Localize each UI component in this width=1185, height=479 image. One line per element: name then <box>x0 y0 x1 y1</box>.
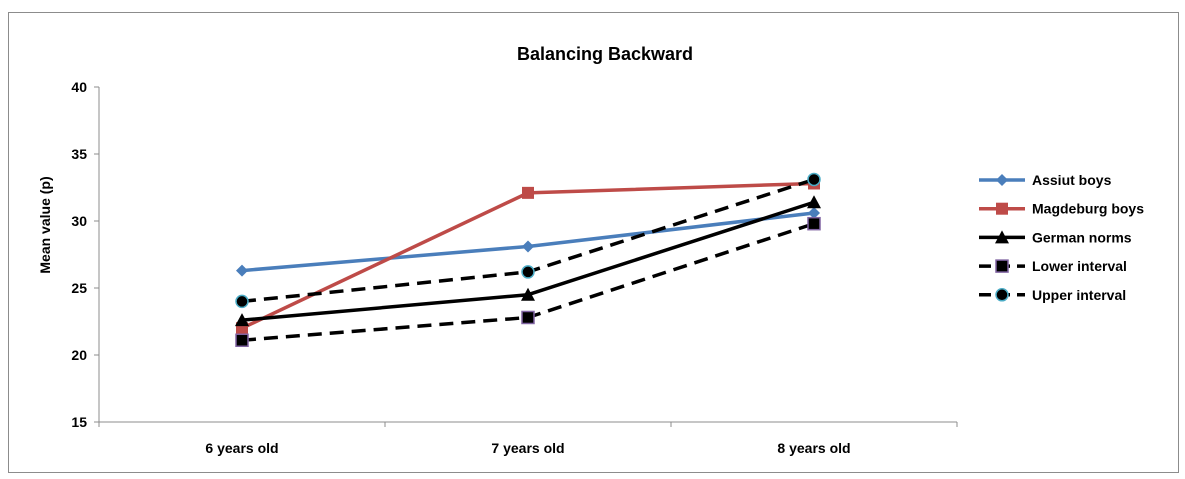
y-tick-label: 20 <box>71 347 87 363</box>
data-point <box>808 206 820 219</box>
legend-marker <box>995 230 1009 244</box>
y-tick-label: 30 <box>71 213 87 229</box>
y-tick-label: 15 <box>71 414 87 430</box>
data-point <box>522 186 534 199</box>
legend-marker <box>995 288 1009 302</box>
legend-label: Upper interval <box>1032 287 1126 303</box>
legend-label: Lower interval <box>1032 258 1127 274</box>
legend-marker <box>996 174 1008 186</box>
legend-label: German norms <box>1032 229 1132 245</box>
y-tick-label: 40 <box>71 79 87 95</box>
chart-frame: Balancing Backward Mean value (p) 15 20 25… <box>8 12 1179 473</box>
data-point <box>807 216 821 231</box>
y-tick-label: 35 <box>71 146 87 162</box>
line-chart: Balancing Backward Mean value (p) 15 20 25… <box>37 44 1144 456</box>
data-point <box>522 240 534 253</box>
series-layer <box>235 172 821 348</box>
x-tick-label: 6 years old <box>205 440 278 456</box>
data-point <box>807 195 821 209</box>
series-line <box>241 181 815 330</box>
data-point <box>236 264 248 277</box>
chart-title: Balancing Backward <box>517 44 693 64</box>
x-axis: 6 years old 7 years old 8 years old <box>98 421 958 456</box>
data-point <box>235 333 249 348</box>
data-point <box>521 287 535 301</box>
legend-label: Magdeburg boys <box>1032 201 1144 217</box>
y-axis: 15 20 25 30 35 40 <box>71 79 100 430</box>
legend: Assiut boys Magdeburg boys German norms Low… <box>979 172 1144 303</box>
legend-marker <box>996 202 1008 215</box>
y-tick-label: 25 <box>71 280 87 296</box>
data-point <box>521 310 535 325</box>
data-point <box>235 294 249 309</box>
data-point <box>235 313 249 327</box>
data-point <box>521 265 535 279</box>
data-point <box>807 172 821 187</box>
y-axis-label: Mean value (p) <box>37 176 53 273</box>
x-tick-label: 7 years old <box>491 440 564 456</box>
series-line <box>241 200 815 322</box>
legend-marker <box>995 259 1009 273</box>
x-tick-label: 8 years old <box>777 440 850 456</box>
legend-label: Assiut boys <box>1032 172 1112 188</box>
